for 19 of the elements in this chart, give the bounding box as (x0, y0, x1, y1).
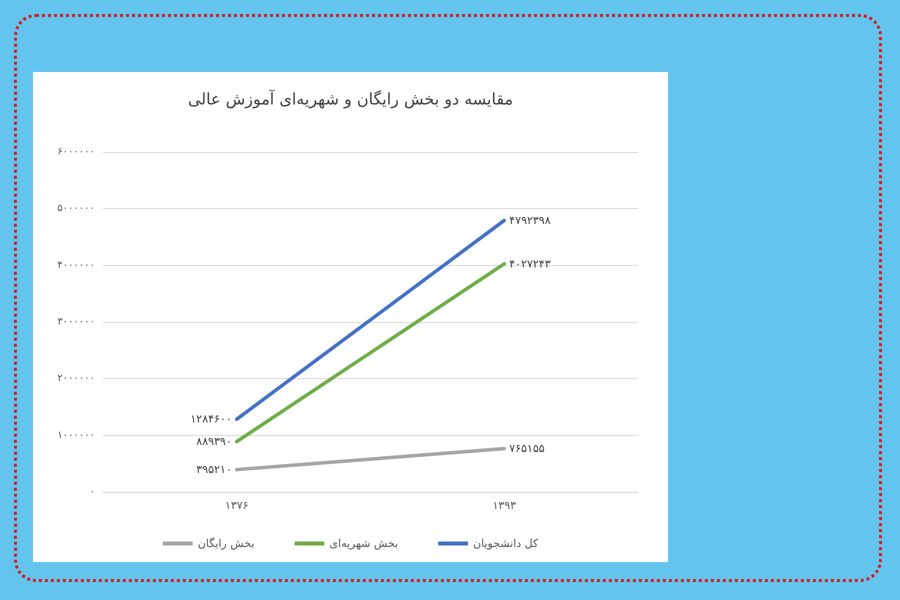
data-label: ۷۶۵۱۵۵ (509, 442, 545, 456)
legend-label: کل دانشجویان (473, 537, 539, 550)
x-tick-label: ۱۳۷۶ (224, 499, 249, 512)
y-tick-label: ۰ (90, 486, 95, 498)
data-label: ۳۹۵۲۱۰ (196, 463, 232, 476)
data-label: ۸۸۹۳۹۰ (196, 435, 232, 448)
y-tick-label: ۶۰۰۰۰۰۰ (57, 146, 95, 158)
data-label: ۴۰۲۷۲۴۳ (509, 257, 551, 270)
data-label: ۱۲۸۴۶۰۰ (190, 412, 232, 426)
y-tick-label: ۲۰۰۰۰۰۰ (57, 373, 95, 384)
legend-label: بخش شهریه‌ای (329, 537, 398, 550)
data-label: ۴۷۹۲۳۹۸ (509, 214, 551, 227)
x-tick-label: ۱۳۹۳ (492, 499, 516, 512)
legend-label: بخش رایگان (198, 537, 254, 550)
y-tick-label: ۵۰۰۰۰۰۰ (57, 203, 95, 214)
chart-title: مقایسه دو بخش رایگان و شهریه‌ای آموزش عالی (188, 88, 514, 108)
y-tick-label: ۱۰۰۰۰۰۰ (57, 430, 95, 441)
y-tick-label: ۳۰۰۰۰۰۰ (57, 316, 95, 328)
y-tick-label: ۴۰۰۰۰۰۰ (57, 260, 95, 271)
